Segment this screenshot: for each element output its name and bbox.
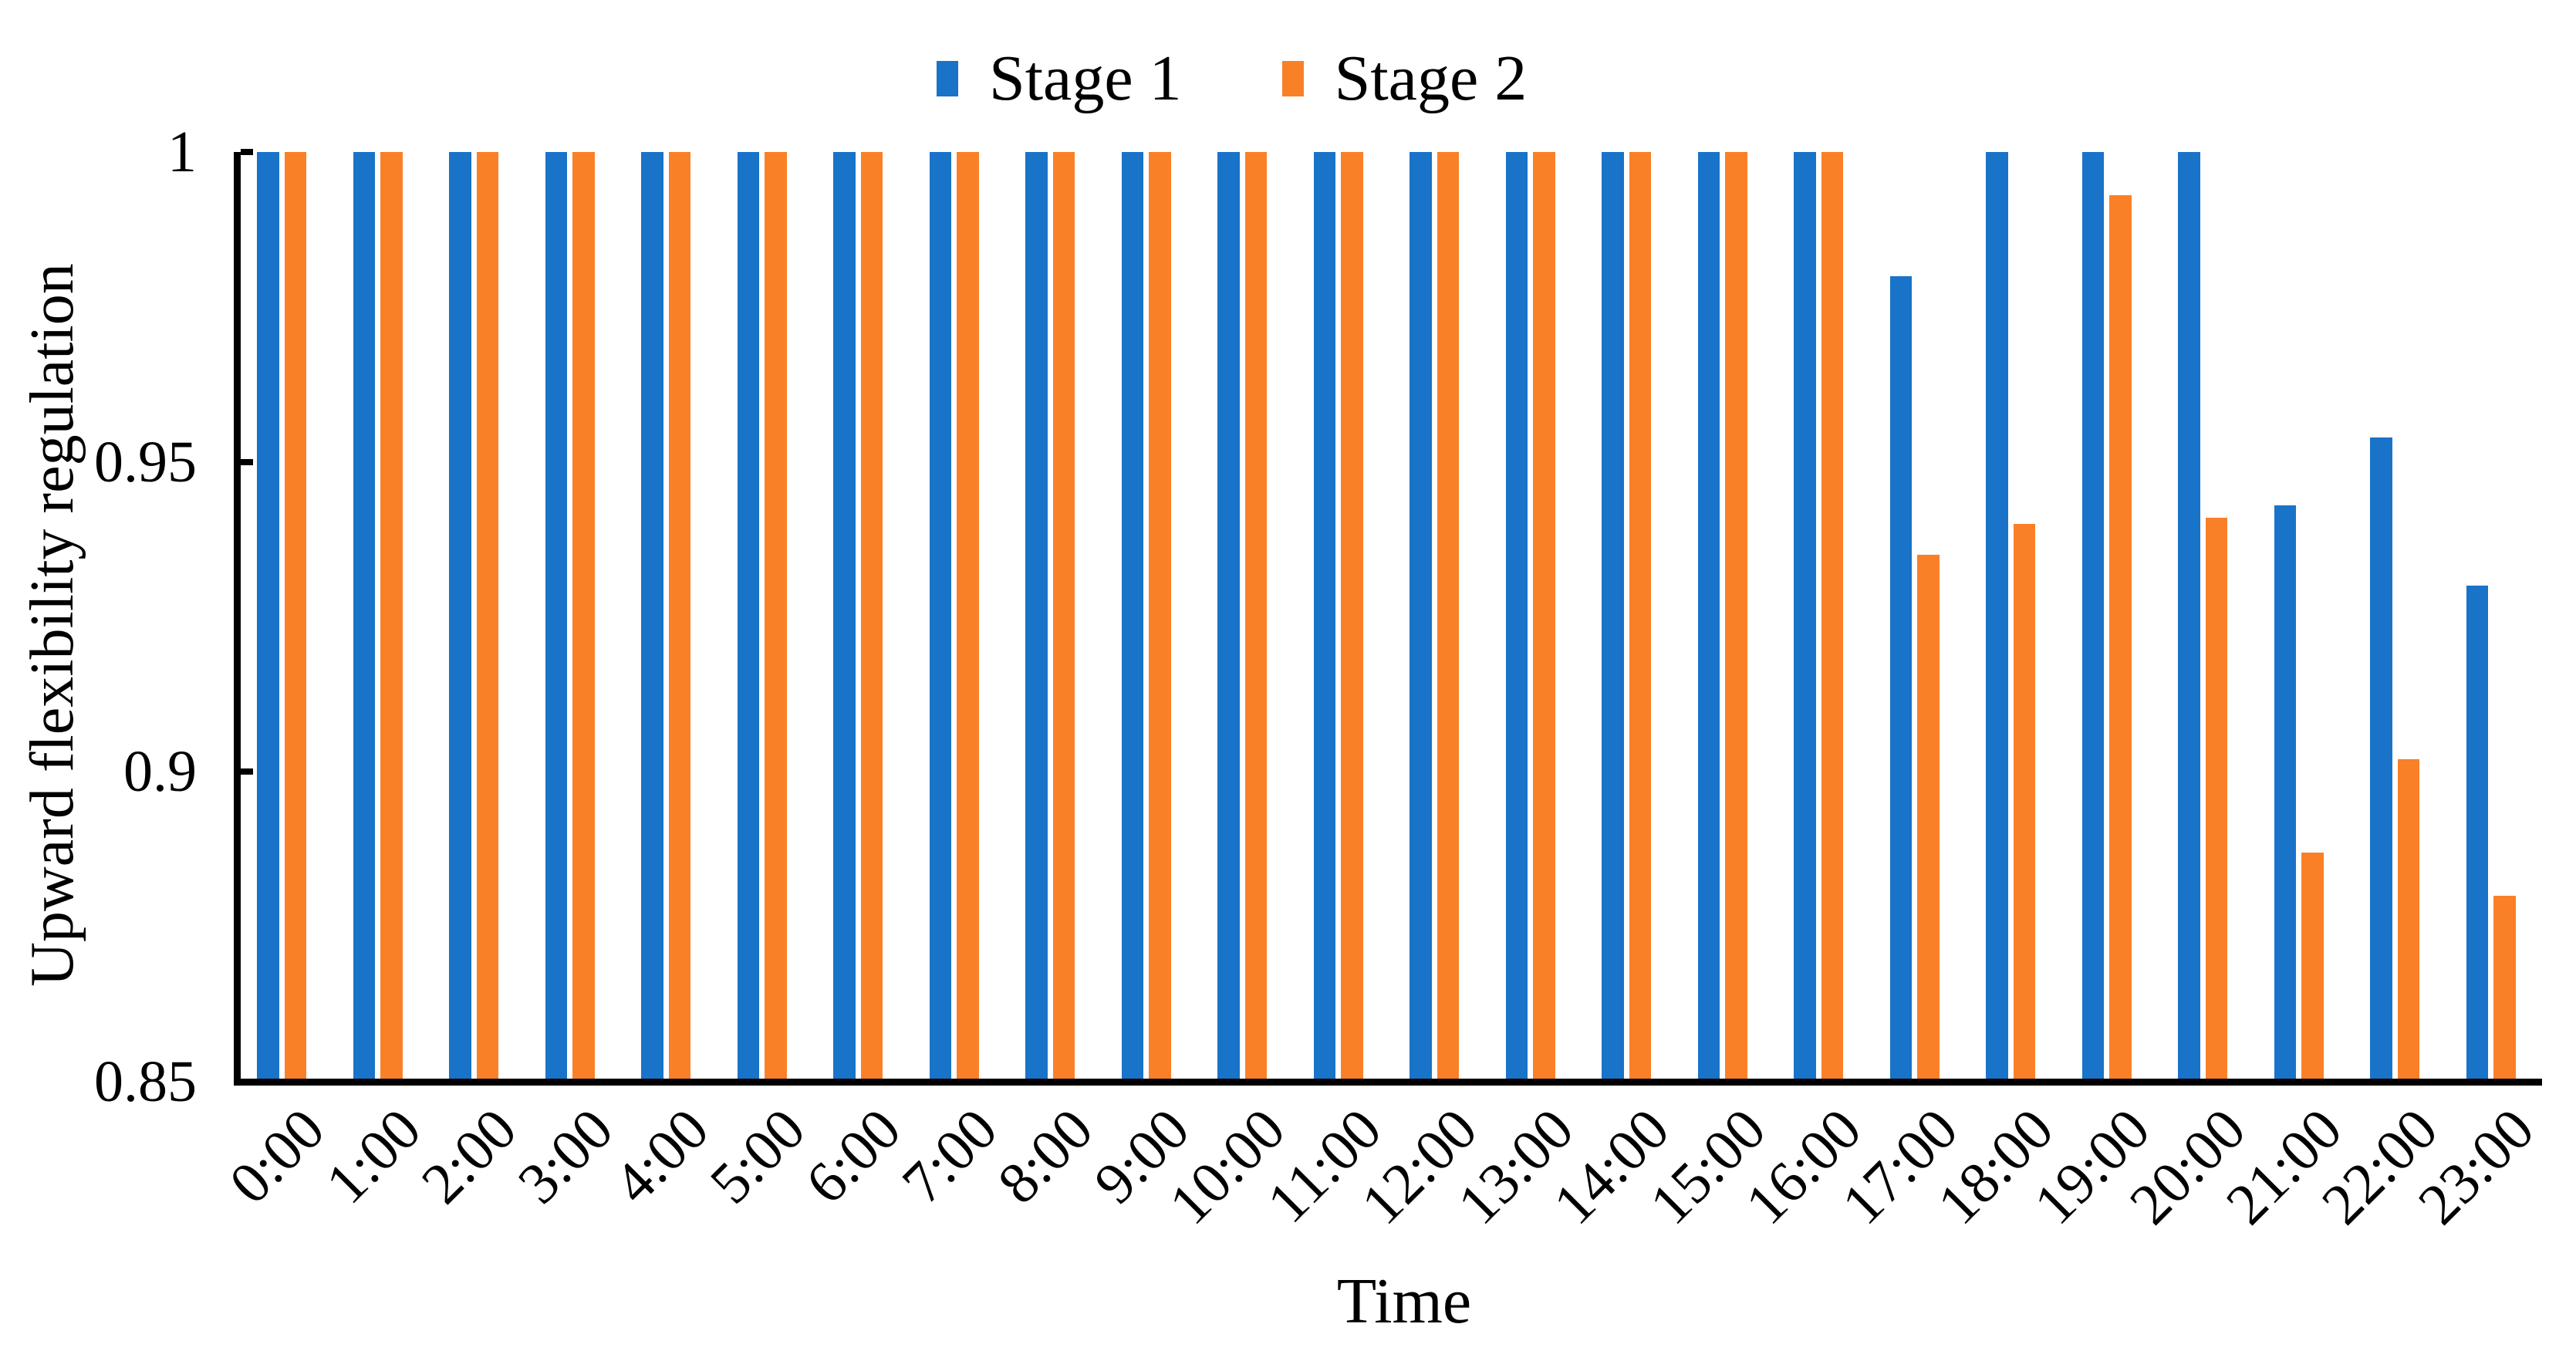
x-tick-label-2:00: 2:00 (409, 1096, 529, 1217)
bar-stage-2-11:00 (1341, 152, 1363, 1085)
bar-stage-2-22:00 (2397, 759, 2419, 1085)
x-tick-label-19:00: 19:00 (2021, 1096, 2162, 1237)
y-axis-title: Upward flexibility regulation (19, 263, 86, 987)
bar-stage-1-20:00 (2178, 152, 2200, 1085)
bar-stage-1-18:00 (1986, 152, 2008, 1085)
bar-stage-1-17:00 (1889, 275, 1912, 1085)
x-axis-line (234, 1079, 2542, 1086)
x-tick-label-6:00: 6:00 (793, 1096, 913, 1217)
bar-stage-1-9:00 (1121, 152, 1143, 1085)
bar-stage-2-18:00 (2013, 524, 2035, 1085)
bar-stage-1-2:00 (449, 152, 471, 1085)
bar-stage-2-20:00 (2205, 517, 2227, 1085)
bar-stage-2-0:00 (284, 152, 306, 1085)
bar-stage-2-19:00 (2109, 195, 2132, 1085)
bar-stage-2-13:00 (1533, 152, 1555, 1085)
y-tick-mark (241, 149, 253, 155)
x-tick-label-22:00: 22:00 (2309, 1096, 2450, 1237)
x-axis-title: Time (1336, 1265, 1472, 1337)
bar-stage-2-16:00 (1821, 152, 1843, 1085)
x-tick-label-14:00: 14:00 (1541, 1096, 1682, 1237)
bar-stage-1-22:00 (2370, 437, 2392, 1085)
stage-2-swatch (1281, 61, 1304, 96)
bar-stage-1-19:00 (2081, 152, 2104, 1085)
x-tick-label-16:00: 16:00 (1733, 1096, 1874, 1237)
x-tick-label-17:00: 17:00 (1829, 1096, 1970, 1237)
stage-2-legend-label: Stage 2 (1334, 42, 1528, 114)
bar-stage-2-7:00 (957, 152, 979, 1085)
bar-stage-1-6:00 (833, 152, 856, 1085)
bar-stage-2-6:00 (860, 152, 883, 1085)
bar-stage-2-5:00 (765, 152, 787, 1085)
legend-item-stage-1: Stage 1 (937, 46, 1182, 111)
bar-stage-2-9:00 (1149, 152, 1171, 1085)
x-tick-label-15:00: 15:00 (1637, 1096, 1778, 1237)
bar-stage-1-0:00 (257, 152, 279, 1085)
y-tick-label-0.95: 0.95 (94, 429, 197, 495)
x-tick-label-4:00: 4:00 (601, 1096, 721, 1217)
bar-stage-2-10:00 (1244, 152, 1267, 1085)
bar-stage-2-23:00 (2493, 896, 2516, 1085)
y-axis-line (234, 152, 241, 1086)
x-tick-label-23:00: 23:00 (2406, 1096, 2547, 1237)
bar-stage-2-4:00 (668, 152, 690, 1085)
bar-stage-1-15:00 (1697, 152, 1720, 1085)
bar-stage-1-4:00 (641, 152, 663, 1085)
x-tick-label-20:00: 20:00 (2117, 1096, 2258, 1237)
bar-stage-1-14:00 (1602, 152, 1624, 1085)
bar-stage-2-17:00 (1917, 555, 1940, 1085)
x-tick-label-3:00: 3:00 (505, 1096, 626, 1217)
x-tick-label-10:00: 10:00 (1156, 1096, 1298, 1237)
x-tick-label-21:00: 21:00 (2213, 1096, 2355, 1237)
bar-stage-2-12:00 (1437, 152, 1459, 1085)
bar-stage-1-7:00 (929, 152, 951, 1085)
x-tick-label-12:00: 12:00 (1349, 1096, 1490, 1237)
y-tick-label-0.85: 0.85 (94, 1049, 197, 1114)
stage-1-swatch (937, 61, 958, 96)
x-tick-label-5:00: 5:00 (697, 1096, 818, 1217)
stage-1-legend-label: Stage 1 (989, 42, 1182, 114)
bar-stage-1-10:00 (1217, 152, 1240, 1085)
bar-stage-2-1:00 (380, 152, 403, 1085)
legend: Stage 1 Stage 2 (937, 46, 1527, 111)
bar-stage-1-5:00 (737, 152, 759, 1085)
bar-stage-1-21:00 (2274, 505, 2296, 1085)
bar-stage-2-8:00 (1052, 152, 1075, 1085)
x-tick-label-8:00: 8:00 (985, 1096, 1106, 1217)
bar-stage-2-15:00 (1725, 152, 1747, 1085)
y-tick-mark (241, 768, 253, 775)
bar-stage-1-1:00 (353, 152, 375, 1085)
bar-stage-2-21:00 (2301, 852, 2324, 1085)
bar-stage-1-23:00 (2466, 586, 2488, 1085)
x-tick-label-13:00: 13:00 (1445, 1096, 1586, 1237)
bar-stage-1-12:00 (1410, 152, 1432, 1085)
x-tick-label-18:00: 18:00 (1925, 1096, 2066, 1237)
bar-stage-1-11:00 (1313, 152, 1335, 1085)
legend-item-stage-2: Stage 2 (1281, 42, 1528, 114)
bar-stage-2-2:00 (476, 152, 498, 1085)
bar-stage-1-3:00 (545, 152, 567, 1085)
x-tick-label-1:00: 1:00 (313, 1096, 434, 1217)
bar-stage-2-3:00 (572, 152, 595, 1085)
y-tick-mark (241, 458, 253, 465)
x-tick-label-7:00: 7:00 (890, 1096, 1010, 1217)
y-tick-label-1: 1 (167, 120, 197, 184)
bar-stage-2-14:00 (1629, 152, 1651, 1085)
y-tick-label-0.9: 0.9 (123, 739, 197, 805)
bar-stage-1-13:00 (1505, 152, 1528, 1085)
bar-stage-1-8:00 (1025, 152, 1048, 1085)
x-tick-label-0:00: 0:00 (217, 1096, 337, 1217)
bar-stage-1-16:00 (1794, 152, 1816, 1085)
